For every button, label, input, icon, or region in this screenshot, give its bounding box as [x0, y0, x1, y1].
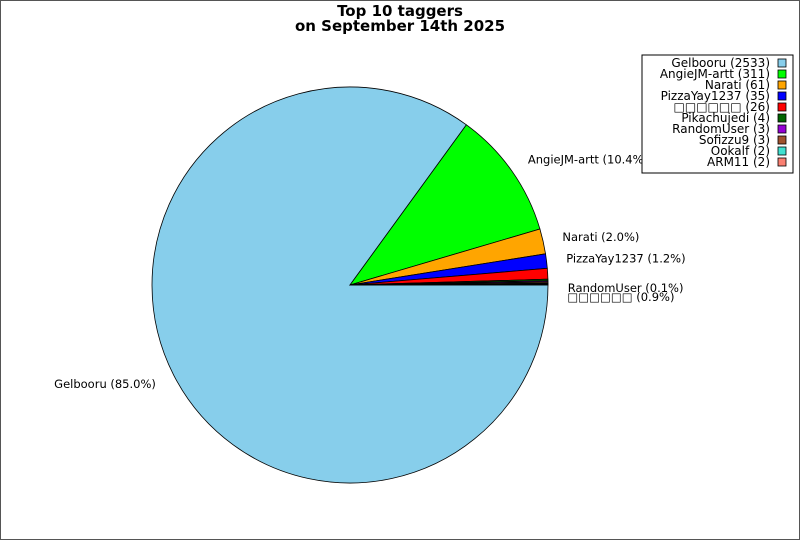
legend-swatch-4: [777, 91, 787, 101]
chart-title-line-2: on September 14th 2025: [295, 17, 505, 35]
legend-swatch-1: [777, 58, 787, 68]
legend-label-6: Pikachujedi (4): [681, 111, 770, 125]
legend: Gelbooru (2533)AngieJM-artt (311)Narati …: [641, 54, 794, 174]
legend-swatch-7: [777, 124, 787, 134]
chart-title-line-1: Top 10 taggers: [337, 2, 463, 20]
legend-label-7: RandomUser (3): [672, 122, 770, 136]
legend-label-8: Sofizzu9 (3): [699, 133, 770, 147]
legend-swatch-9: [777, 146, 787, 156]
pie-slice-10: [349, 283, 549, 286]
slice-label-7: RandomUser (0.1%): [568, 281, 684, 295]
legend-swatch-3: [777, 80, 787, 90]
legend-swatch-8: [777, 135, 787, 145]
legend-label-1: Gelbooru (2533): [671, 56, 770, 70]
slice-label-4: PizzaYay1237 (1.2%): [566, 252, 685, 266]
slice-label-2: AngieJM-artt (10.4%): [528, 152, 648, 166]
slice-label-1: Gelbooru (85.0%): [54, 377, 156, 391]
slice-labels: Gelbooru (85.0%) AngieJM-artt (10.4%) Nara…: [54, 152, 685, 391]
legend-label-10: ARM11 (2): [707, 155, 770, 169]
pie-slices: [151, 86, 549, 484]
legend-swatch-5: [777, 102, 787, 112]
legend-label-9: Ookalf (2): [711, 144, 770, 158]
legend-swatch-2: [777, 69, 787, 79]
legend-box: [641, 54, 794, 174]
legend-swatch-6: [777, 113, 787, 123]
legend-swatch-10: [777, 157, 787, 167]
legend-label-2: AngieJM-artt (311): [660, 67, 770, 81]
legend-label-3: Narati (61): [705, 78, 770, 92]
legend-label-4: PizzaYay1237 (35): [661, 89, 770, 103]
slice-label-3: Narati (2.0%): [562, 230, 639, 244]
pie-slice-2: [348, 124, 541, 286]
slice-label-5: □□□□□□ (0.9%): [567, 290, 674, 304]
legend-label-5: □□□□□□ (26): [674, 100, 770, 114]
